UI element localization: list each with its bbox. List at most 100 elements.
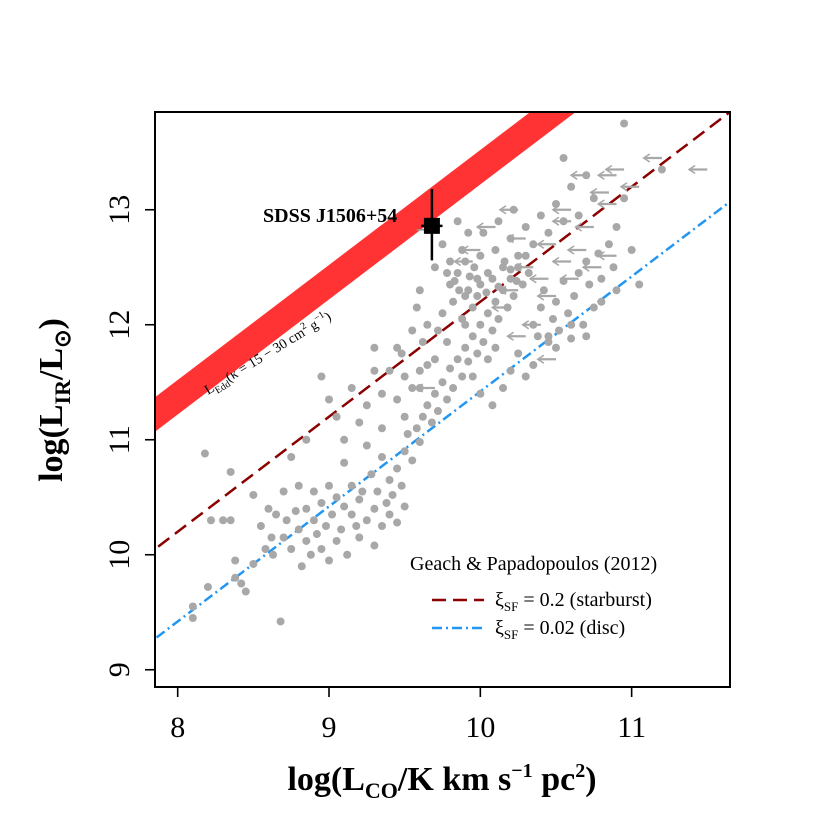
data-point [423, 361, 432, 369]
data-point [521, 251, 530, 260]
upper-limit-arrow [566, 245, 587, 255]
data-point [443, 395, 452, 404]
data-point [340, 458, 349, 467]
data-point [512, 277, 521, 286]
data-point [370, 504, 379, 513]
data-point [297, 562, 306, 571]
data-point [582, 332, 591, 341]
data-point [479, 338, 488, 346]
data-point [377, 522, 386, 530]
highlight-layer [416, 189, 443, 261]
data-point [461, 257, 470, 266]
data-point [302, 504, 311, 513]
upper-limit-arrow [619, 182, 640, 192]
data-point [312, 530, 321, 539]
data-point [551, 343, 560, 352]
data-point [514, 251, 523, 260]
upper-limit-head [528, 274, 537, 284]
data-point [529, 240, 538, 249]
data-point [231, 573, 240, 582]
upper-limit-head [604, 164, 613, 175]
data-point [188, 602, 197, 611]
highlight-marker [423, 217, 440, 234]
data-point [279, 533, 288, 542]
data-point [249, 559, 258, 568]
data-point [317, 372, 326, 381]
data-point [468, 372, 477, 381]
data-point [494, 282, 503, 291]
data-point [582, 257, 591, 266]
data-point [536, 211, 545, 220]
data-point [594, 249, 603, 258]
data-point [219, 516, 228, 525]
data-point [544, 332, 553, 341]
data-point [567, 320, 576, 329]
data-point [397, 481, 406, 490]
data-point [657, 165, 666, 174]
eddington-band-layer [155, 112, 576, 432]
data-point [461, 343, 470, 352]
data-point [449, 297, 458, 306]
data-point [539, 286, 548, 295]
data-point [343, 550, 352, 559]
plot-frame [154, 111, 731, 688]
data-point [400, 372, 409, 381]
data-point [412, 424, 421, 433]
data-point [249, 490, 258, 499]
data-point [385, 510, 394, 519]
starburst-line [155, 112, 730, 551]
data-point [482, 288, 491, 297]
data-point [317, 499, 326, 507]
upper-limit-arrow [574, 222, 594, 232]
data-point [509, 205, 518, 214]
data-point [423, 320, 432, 329]
data-point [597, 297, 606, 306]
data-point [337, 525, 346, 534]
data-point [488, 326, 497, 335]
data-point [302, 536, 311, 545]
data-point [279, 487, 288, 496]
y-tick-label: 9 [103, 662, 136, 677]
data-point [377, 453, 386, 461]
data-point [612, 286, 621, 295]
upper-limit-head [687, 164, 696, 175]
data-point [203, 582, 212, 591]
data-point [567, 334, 576, 343]
data-point [521, 223, 530, 231]
data-point [514, 263, 523, 272]
data-point [355, 533, 364, 542]
data-point [400, 412, 409, 421]
data-point [370, 343, 379, 352]
data-point [524, 269, 533, 277]
data-point [438, 240, 447, 249]
data-point [529, 361, 538, 369]
upper-limit-arrow [475, 222, 496, 232]
highlight-source-label: SDSS J1506+54 [263, 205, 397, 227]
data-point [291, 507, 300, 516]
data-point [188, 614, 197, 622]
data-point [567, 182, 576, 191]
data-point [506, 234, 515, 243]
data-point [430, 355, 439, 364]
data-point [355, 495, 364, 504]
x-tick-label: 8 [170, 711, 185, 744]
data-point [302, 435, 311, 444]
data-point [443, 338, 452, 346]
data-point [306, 550, 315, 559]
data-point [226, 467, 235, 476]
x-axis-title: log(LCO/K km s−1 pc2) [287, 760, 596, 803]
data-point [332, 493, 341, 502]
data-point [465, 272, 474, 281]
data-point [325, 556, 334, 565]
data-point [491, 297, 500, 306]
data-point [589, 194, 598, 203]
upper-limit-head [619, 182, 628, 192]
data-point [574, 211, 583, 220]
y-tick-label: 13 [103, 195, 136, 225]
data-point [551, 200, 560, 208]
data-point [362, 516, 371, 525]
data-point [506, 274, 515, 283]
data-point [408, 456, 417, 465]
upper-limit-arrow [536, 354, 556, 364]
data-point [574, 269, 583, 277]
